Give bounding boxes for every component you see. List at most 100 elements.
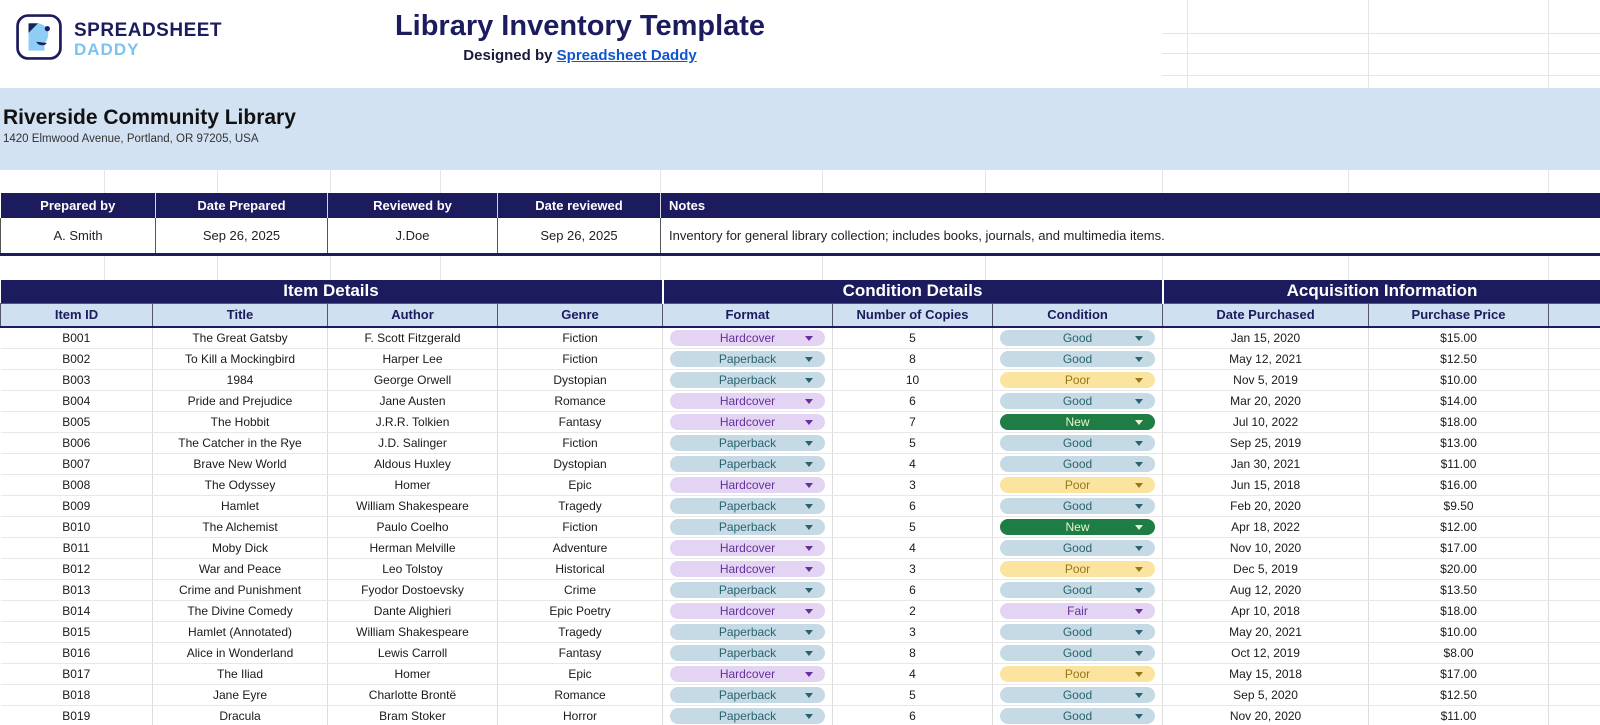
- item-id-cell[interactable]: B013: [0, 579, 153, 601]
- spreadsheet-daddy-link[interactable]: Spreadsheet Daddy: [556, 47, 697, 64]
- item-id-cell[interactable]: B003: [0, 369, 153, 391]
- date-purchased-cell[interactable]: Nov 10, 2020: [1162, 537, 1370, 559]
- purchase-price-cell[interactable]: $17.00: [1368, 537, 1550, 559]
- author-cell[interactable]: J.D. Salinger: [327, 432, 498, 454]
- author-cell[interactable]: Aldous Huxley: [327, 453, 498, 475]
- author-cell[interactable]: Bram Stoker: [327, 705, 498, 725]
- genre-cell[interactable]: Epic: [497, 663, 663, 685]
- date-purchased-cell[interactable]: Apr 18, 2022: [1162, 516, 1370, 538]
- purchase-price-cell[interactable]: $12.50: [1368, 348, 1550, 370]
- empty-cell[interactable]: [1548, 432, 1600, 454]
- empty-cell[interactable]: [1548, 411, 1600, 433]
- item-id-cell[interactable]: B015: [0, 621, 153, 643]
- item-id-cell[interactable]: B010: [0, 516, 153, 538]
- condition-dropdown[interactable]: Poor: [1000, 476, 1156, 493]
- purchase-price-cell[interactable]: $8.00: [1368, 642, 1550, 664]
- format-dropdown[interactable]: Paperback: [670, 644, 825, 661]
- empty-cell[interactable]: [1548, 621, 1600, 643]
- condition-dropdown[interactable]: Poor: [1000, 665, 1156, 682]
- format-dropdown[interactable]: Paperback: [670, 623, 825, 640]
- author-cell[interactable]: Lewis Carroll: [327, 642, 498, 664]
- format-dropdown[interactable]: Hardcover: [670, 476, 825, 493]
- condition-dropdown[interactable]: Fair: [1000, 602, 1156, 619]
- item-id-cell[interactable]: B004: [0, 390, 153, 412]
- author-cell[interactable]: George Orwell: [327, 369, 498, 391]
- date-purchased-cell[interactable]: Apr 10, 2018: [1162, 600, 1370, 622]
- format-dropdown[interactable]: Hardcover: [670, 539, 825, 556]
- empty-cell[interactable]: [1548, 348, 1600, 370]
- date-purchased-cell[interactable]: Feb 20, 2020: [1162, 495, 1370, 517]
- author-cell[interactable]: William Shakespeare: [327, 621, 498, 643]
- empty-cell[interactable]: [1548, 705, 1600, 725]
- date-purchased-cell[interactable]: Aug 12, 2020: [1162, 579, 1370, 601]
- purchase-price-cell[interactable]: $12.50: [1368, 684, 1550, 706]
- genre-cell[interactable]: Dystopian: [497, 369, 663, 391]
- genre-cell[interactable]: Fiction: [497, 432, 663, 454]
- title-cell[interactable]: Dracula: [152, 705, 328, 725]
- title-cell[interactable]: Moby Dick: [152, 537, 328, 559]
- genre-cell[interactable]: Fantasy: [497, 642, 663, 664]
- condition-dropdown[interactable]: Good: [1000, 644, 1156, 661]
- date-purchased-cell[interactable]: Jan 30, 2021: [1162, 453, 1370, 475]
- empty-cell[interactable]: [1548, 369, 1600, 391]
- empty-cell[interactable]: [1548, 390, 1600, 412]
- title-cell[interactable]: Alice in Wonderland: [152, 642, 328, 664]
- empty-cell[interactable]: [1548, 537, 1600, 559]
- format-dropdown[interactable]: Hardcover: [670, 602, 825, 619]
- date-purchased-cell[interactable]: Dec 5, 2019: [1162, 558, 1370, 580]
- reviewed-by-cell[interactable]: J.Doe: [327, 218, 498, 255]
- genre-cell[interactable]: Romance: [497, 390, 663, 412]
- format-dropdown[interactable]: Hardcover: [670, 560, 825, 577]
- genre-cell[interactable]: Epic: [497, 474, 663, 496]
- condition-dropdown[interactable]: Good: [1000, 623, 1156, 640]
- copies-cell[interactable]: 4: [832, 537, 993, 559]
- format-dropdown[interactable]: Paperback: [670, 371, 825, 388]
- item-id-cell[interactable]: B014: [0, 600, 153, 622]
- empty-cell[interactable]: [1548, 516, 1600, 538]
- genre-cell[interactable]: Tragedy: [497, 495, 663, 517]
- empty-cell[interactable]: [1548, 642, 1600, 664]
- item-id-cell[interactable]: B006: [0, 432, 153, 454]
- title-cell[interactable]: Brave New World: [152, 453, 328, 475]
- date-purchased-cell[interactable]: May 20, 2021: [1162, 621, 1370, 643]
- format-dropdown[interactable]: Paperback: [670, 350, 825, 367]
- genre-cell[interactable]: Adventure: [497, 537, 663, 559]
- format-dropdown[interactable]: Paperback: [670, 686, 825, 703]
- condition-dropdown[interactable]: New: [1000, 413, 1156, 430]
- date-purchased-cell[interactable]: Jan 15, 2020: [1162, 326, 1370, 349]
- title-cell[interactable]: Pride and Prejudice: [152, 390, 328, 412]
- purchase-price-cell[interactable]: $12.00: [1368, 516, 1550, 538]
- format-dropdown[interactable]: Hardcover: [670, 413, 825, 430]
- date-purchased-cell[interactable]: Sep 25, 2019: [1162, 432, 1370, 454]
- author-cell[interactable]: Herman Melville: [327, 537, 498, 559]
- title-cell[interactable]: The Alchemist: [152, 516, 328, 538]
- author-cell[interactable]: William Shakespeare: [327, 495, 498, 517]
- date-purchased-cell[interactable]: May 12, 2021: [1162, 348, 1370, 370]
- empty-cell[interactable]: [1548, 579, 1600, 601]
- copies-cell[interactable]: 4: [832, 453, 993, 475]
- title-cell[interactable]: War and Peace: [152, 558, 328, 580]
- purchase-price-cell[interactable]: $16.00: [1368, 474, 1550, 496]
- genre-cell[interactable]: Fiction: [497, 516, 663, 538]
- copies-cell[interactable]: 8: [832, 642, 993, 664]
- condition-dropdown[interactable]: Good: [1000, 392, 1156, 409]
- date-purchased-cell[interactable]: Jul 10, 2022: [1162, 411, 1370, 433]
- condition-dropdown[interactable]: Good: [1000, 350, 1156, 367]
- title-cell[interactable]: Hamlet: [152, 495, 328, 517]
- author-cell[interactable]: Charlotte Brontë: [327, 684, 498, 706]
- date-purchased-cell[interactable]: Nov 5, 2019: [1162, 369, 1370, 391]
- item-id-cell[interactable]: B001: [0, 326, 153, 349]
- format-dropdown[interactable]: Paperback: [670, 497, 825, 514]
- title-cell[interactable]: The Great Gatsby: [152, 326, 328, 349]
- empty-cell[interactable]: [1548, 326, 1600, 349]
- title-cell[interactable]: Crime and Punishment: [152, 579, 328, 601]
- format-dropdown[interactable]: Paperback: [670, 707, 825, 724]
- purchase-price-cell[interactable]: $9.50: [1368, 495, 1550, 517]
- condition-dropdown[interactable]: Good: [1000, 581, 1156, 598]
- copies-cell[interactable]: 3: [832, 474, 993, 496]
- date-prepared-cell[interactable]: Sep 26, 2025: [155, 218, 328, 255]
- copies-cell[interactable]: 6: [832, 579, 993, 601]
- author-cell[interactable]: Homer: [327, 474, 498, 496]
- item-id-cell[interactable]: B009: [0, 495, 153, 517]
- empty-cell[interactable]: [1548, 474, 1600, 496]
